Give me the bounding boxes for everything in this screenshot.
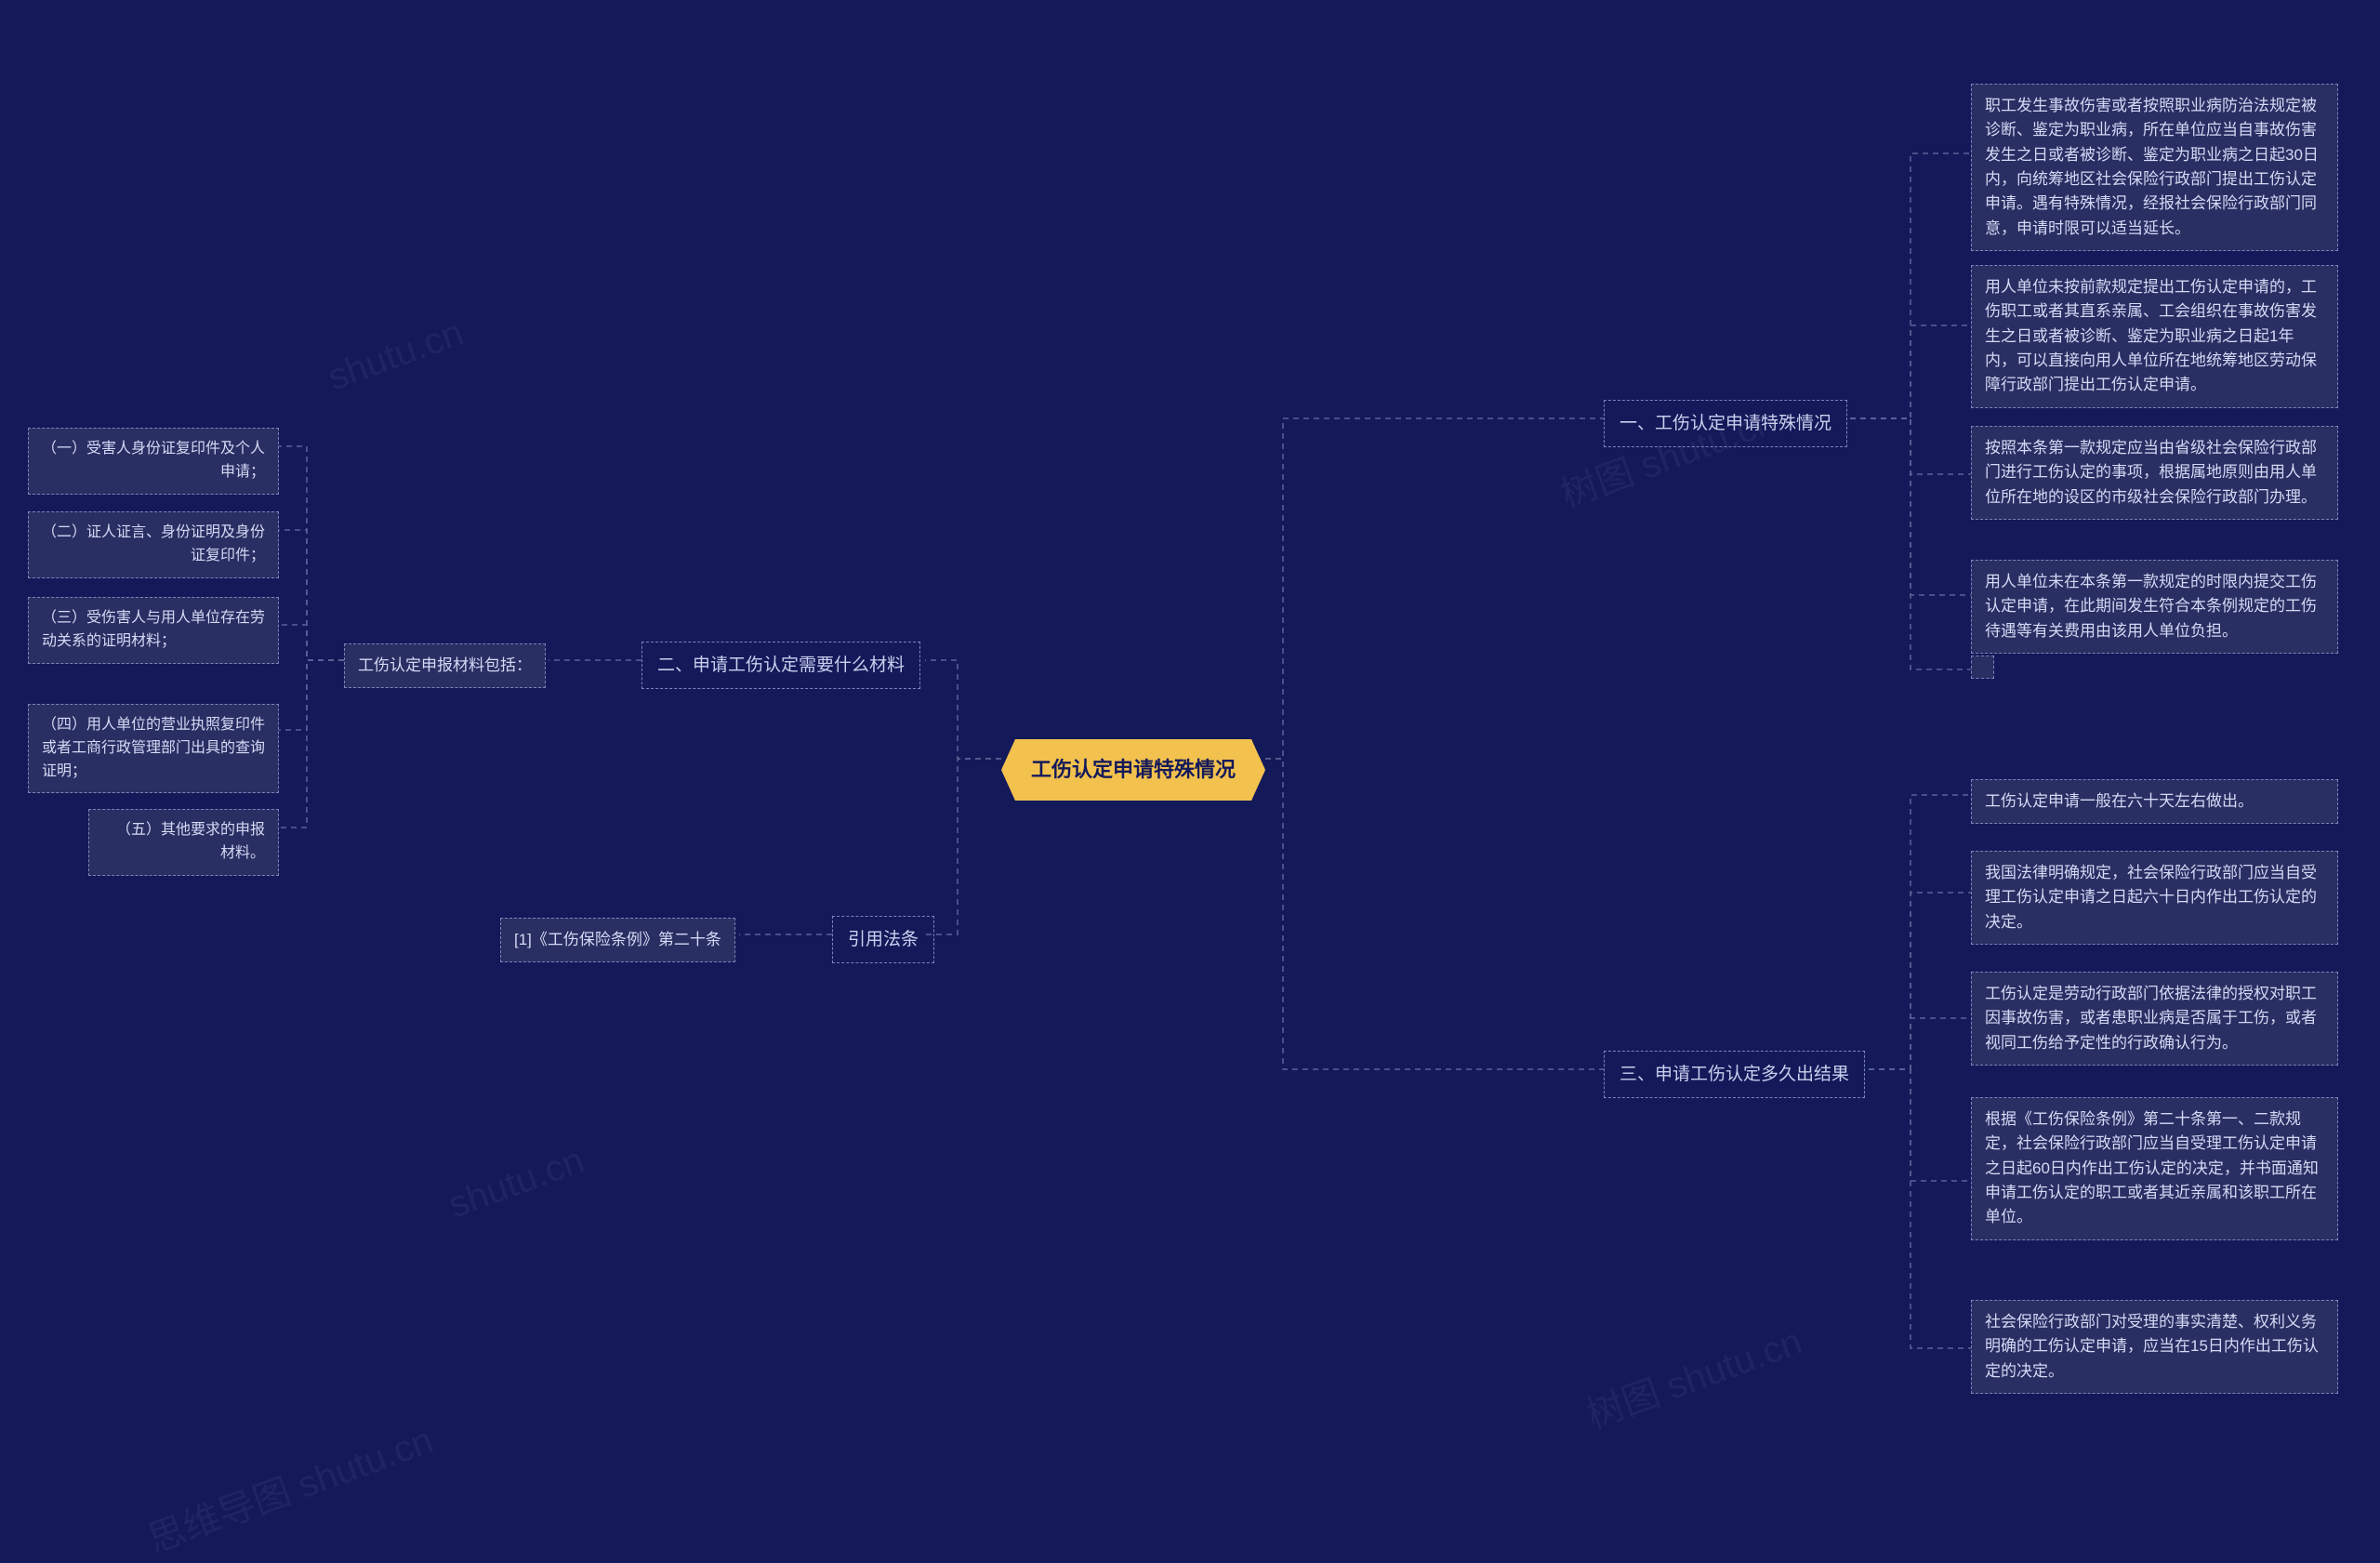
node-text: 用人单位未在本条第一款规定的时限内提交工伤认定申请，在此期间发生符合本条例规定的…	[1985, 573, 2317, 640]
node-text: 工伤认定申请一般在六十天左右做出。	[1985, 792, 2254, 810]
branch-2-child-1c[interactable]: （三）受伤害人与用人单位存在劳动关系的证明材料；	[28, 597, 279, 664]
branch-3-child-4[interactable]: 根据《工伤保险条例》第二十条第一、二款规定，社会保险行政部门应当自受理工伤认定申…	[1971, 1097, 2338, 1240]
node-text: [1]《工伤保险条例》第二十条	[514, 931, 721, 948]
branch-3-child-1[interactable]: 工伤认定申请一般在六十天左右做出。	[1971, 779, 2338, 824]
branch-2-child-1e[interactable]: （五）其他要求的申报材料。	[88, 809, 279, 876]
branch-1-label: 一、工伤认定申请特殊情况	[1620, 414, 1831, 433]
branch-4-child-1[interactable]: [1]《工伤保险条例》第二十条	[500, 918, 735, 962]
branch-3-child-2[interactable]: 我国法律明确规定，社会保险行政部门应当自受理工伤认定申请之日起六十日内作出工伤认…	[1971, 851, 2338, 945]
node-text: 用人单位未按前款规定提出工伤认定申请的，工伤职工或者其直系亲属、工会组织在事故伤…	[1985, 278, 2317, 393]
branch-1-child-3[interactable]: 按照本条第一款规定应当由省级社会保险行政部门进行工伤认定的事项，根据属地原则由用…	[1971, 426, 2338, 520]
branch-3-child-3[interactable]: 工伤认定是劳动行政部门依据法律的授权对职工因事故伤害，或者患职业病是否属于工伤，…	[1971, 972, 2338, 1066]
watermark: shutu.cn	[443, 1139, 589, 1226]
branch-3-child-5[interactable]: 社会保险行政部门对受理的事实清楚、权利义务明确的工伤认定申请，应当在15日内作出…	[1971, 1300, 2338, 1394]
node-text: （二）证人证言、身份证明及身份证复印件；	[42, 524, 265, 563]
branch-2[interactable]: 二、申请工伤认定需要什么材料	[641, 642, 920, 689]
branch-2-child-1d[interactable]: （四）用人单位的营业执照复印件或者工商行政管理部门出具的查询证明；	[28, 704, 279, 793]
watermark: 思维导图 shutu.cn	[139, 1411, 440, 1563]
branch-1-child-1[interactable]: 职工发生事故伤害或者按照职业病防治法规定被诊断、鉴定为职业病，所在单位应当自事故…	[1971, 84, 2338, 251]
branch-1[interactable]: 一、工伤认定申请特殊情况	[1604, 400, 1847, 447]
node-text: （四）用人单位的营业执照复印件或者工商行政管理部门出具的查询证明；	[42, 717, 265, 779]
branch-1-child-2[interactable]: 用人单位未按前款规定提出工伤认定申请的，工伤职工或者其直系亲属、工会组织在事故伤…	[1971, 265, 2338, 408]
root-node[interactable]: 工伤认定申请特殊情况	[1001, 739, 1265, 801]
root-label: 工伤认定申请特殊情况	[1031, 758, 1236, 781]
branch-2-child-1a[interactable]: （一）受害人身份证复印件及个人申请；	[28, 428, 279, 495]
node-text: 我国法律明确规定，社会保险行政部门应当自受理工伤认定申请之日起六十日内作出工伤认…	[1985, 864, 2317, 931]
node-text: 工伤认定是劳动行政部门依据法律的授权对职工因事故伤害，或者患职业病是否属于工伤，…	[1985, 985, 2317, 1052]
branch-2-child-1[interactable]: 工伤认定申报材料包括：	[344, 643, 546, 688]
node-text: （五）其他要求的申报材料。	[116, 822, 265, 861]
watermark: 树图 shutu.cn	[1578, 1311, 1808, 1438]
node-text: 按照本条第一款规定应当由省级社会保险行政部门进行工伤认定的事项，根据属地原则由用…	[1985, 439, 2317, 506]
node-text: 工伤认定申报材料包括：	[358, 656, 532, 674]
node-text: 职工发生事故伤害或者按照职业病防治法规定被诊断、鉴定为职业病，所在单位应当自事故…	[1985, 97, 2319, 237]
branch-3[interactable]: 三、申请工伤认定多久出结果	[1604, 1051, 1865, 1098]
watermark: shutu.cn	[323, 311, 469, 399]
branch-2-label: 二、申请工伤认定需要什么材料	[657, 656, 905, 675]
branch-1-child-5[interactable]	[1971, 656, 1994, 679]
node-text: 根据《工伤保险条例》第二十条第一、二款规定，社会保险行政部门应当自受理工伤认定申…	[1985, 1110, 2319, 1225]
branch-1-child-4[interactable]: 用人单位未在本条第一款规定的时限内提交工伤认定申请，在此期间发生符合本条例规定的…	[1971, 560, 2338, 654]
branch-3-label: 三、申请工伤认定多久出结果	[1620, 1065, 1849, 1084]
branch-4-label: 引用法条	[848, 930, 919, 949]
branch-2-child-1b[interactable]: （二）证人证言、身份证明及身份证复印件；	[28, 511, 279, 578]
branch-4[interactable]: 引用法条	[832, 916, 934, 963]
node-text: （三）受伤害人与用人单位存在劳动关系的证明材料；	[42, 610, 265, 649]
node-text: （一）受害人身份证复印件及个人申请；	[42, 441, 265, 480]
node-text: 社会保险行政部门对受理的事实清楚、权利义务明确的工伤认定申请，应当在15日内作出…	[1985, 1313, 2319, 1380]
